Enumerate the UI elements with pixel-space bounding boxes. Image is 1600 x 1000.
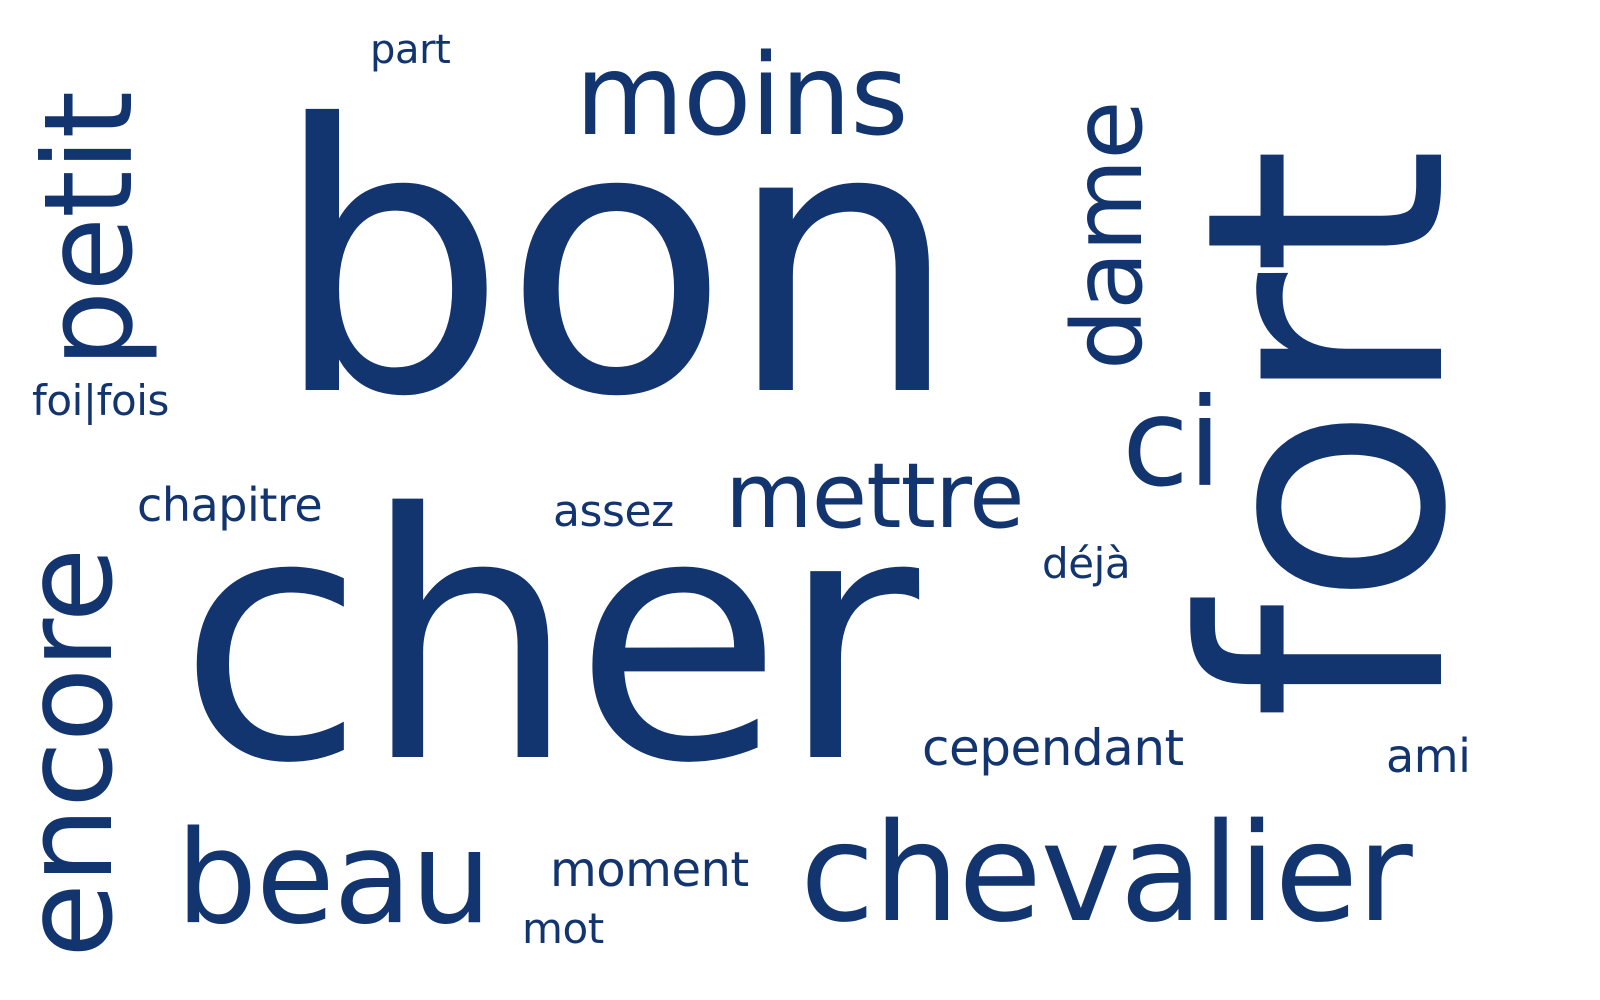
word-moins: moins xyxy=(575,31,909,161)
word-foi-fois: foi|fois xyxy=(32,376,169,425)
word-bon: bon xyxy=(272,48,960,478)
word-part: part xyxy=(370,27,451,73)
word-ami: ami xyxy=(1386,729,1471,783)
word-mot: mot xyxy=(522,904,604,953)
word-assez: assez xyxy=(553,486,674,537)
word-mettre: mettre xyxy=(725,444,1025,549)
word-fort: fort xyxy=(1135,150,1519,720)
word-chevalier: chevalier xyxy=(800,795,1413,953)
word-moment: moment xyxy=(550,842,749,898)
word-ci: ci xyxy=(1122,372,1222,514)
word-cependant: cependant xyxy=(922,719,1184,777)
word-encore: encore xyxy=(0,548,140,958)
word-cher: cher xyxy=(178,442,919,838)
word-petit: petit xyxy=(18,92,160,368)
word-chapitre: chapitre xyxy=(137,478,323,532)
word-deja: déjà xyxy=(1042,539,1131,588)
word-beau: beau xyxy=(176,804,492,953)
